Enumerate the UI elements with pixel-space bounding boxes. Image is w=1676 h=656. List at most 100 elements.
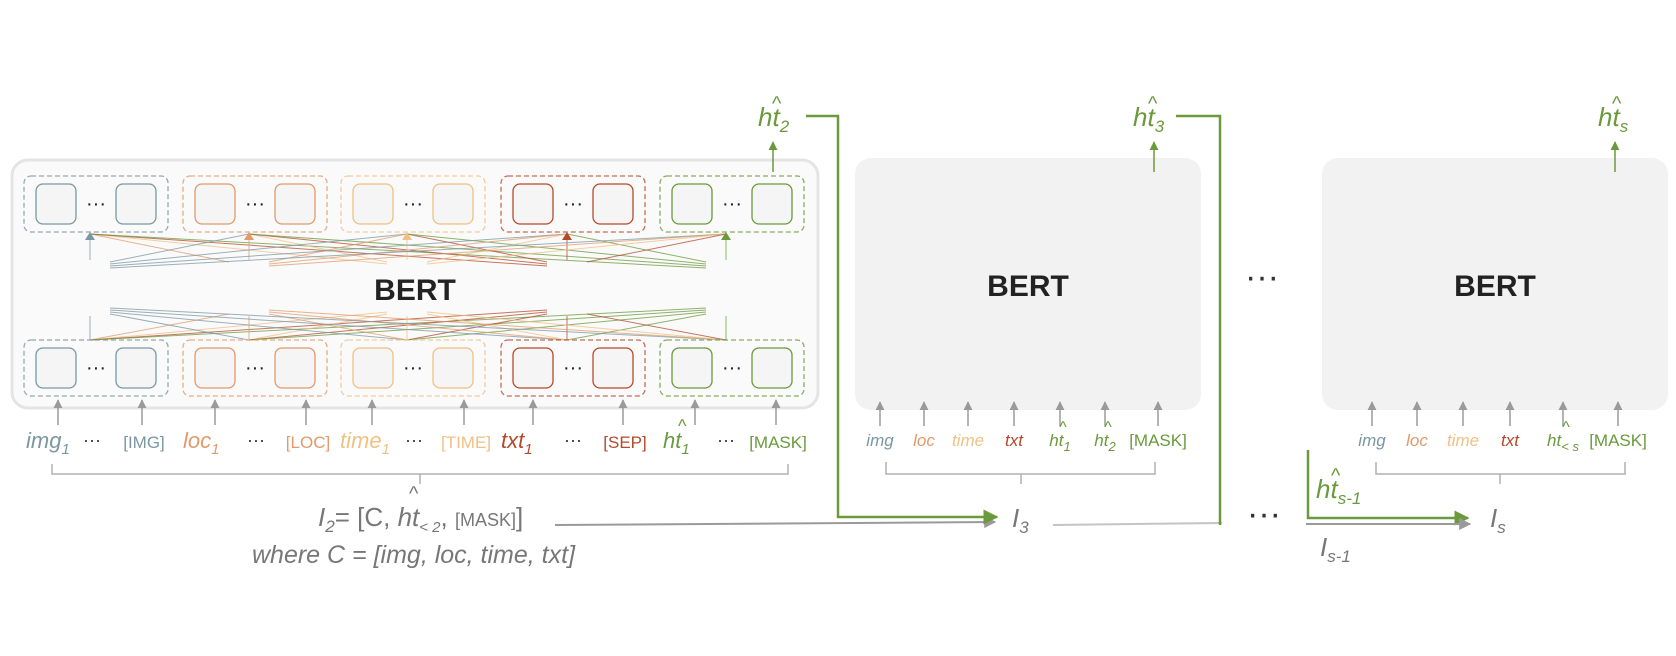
attention-line — [89, 233, 230, 263]
feedback-arrow-ht-3 — [1176, 114, 1222, 525]
input-token: [MASK] — [1129, 401, 1187, 450]
embedding-cell — [115, 347, 157, 389]
txt-input-token: txt1 ··· [SEP] — [501, 399, 647, 458]
svg-text:hts: hts — [1598, 102, 1629, 136]
input-formula: I2= [C, ht< 2, [MASK]] ^ where C = [img,… — [252, 483, 576, 569]
middle-ellipsis: ··· — [1245, 258, 1279, 296]
ht-special-token: [MASK] — [749, 433, 807, 452]
loc-output-group: ··· — [182, 175, 328, 233]
output-ht-2: ht2 ^ — [758, 93, 790, 136]
attention-line — [109, 233, 408, 265]
embedding-cell — [512, 183, 554, 225]
ellipsis: ··· — [722, 357, 742, 379]
attention-line — [248, 311, 548, 341]
svg-text:hts-1: hts-1 — [1316, 474, 1361, 508]
time-input-token: time1 ··· [TIME] — [340, 399, 491, 458]
embedding-cell — [432, 347, 474, 389]
input-label-i-s: Is — [1490, 503, 1506, 537]
img-input-token: img1 ··· [IMG] — [26, 399, 165, 458]
output-ht-s: hts ^ — [1598, 93, 1629, 136]
attention-line — [109, 313, 250, 341]
ellipsis: ··· — [86, 357, 106, 379]
ellipsis: ··· — [245, 357, 265, 379]
ellipsis: ··· — [717, 430, 735, 450]
input-token: time — [1447, 401, 1479, 450]
attention-line — [109, 311, 408, 341]
attention-line — [248, 313, 388, 341]
hat-mark: ^ — [772, 93, 782, 115]
attention-line — [586, 233, 727, 263]
ellipsis: ··· — [83, 430, 101, 450]
input-arrow-to-block-2 — [554, 516, 997, 529]
embedding-cell — [432, 183, 474, 225]
bert-block-1: ··· ··· ··· ··· ··· ··· ··· ··· ··· ··· BERT ht2 … — [10, 93, 820, 569]
attention-arrowhead — [244, 232, 254, 240]
loc-input-group: ··· — [182, 339, 328, 397]
time-token-label: time1 — [340, 428, 390, 458]
input-brace — [51, 464, 789, 484]
group-border — [23, 175, 169, 233]
group-border — [500, 175, 646, 233]
group-border — [182, 175, 328, 233]
input-token: ht< s^ — [1547, 401, 1579, 454]
loc-token-label: loc1 — [183, 428, 219, 458]
token-label: loc — [913, 431, 935, 450]
hat-mark: ^ — [409, 483, 419, 505]
input-token: loc — [913, 401, 935, 450]
attention-line — [248, 233, 707, 267]
attention-line — [268, 313, 408, 341]
hat-mark: ^ — [1331, 465, 1341, 487]
input-token: img — [866, 401, 894, 450]
input-brace — [885, 462, 1156, 484]
bert-3-panel — [1322, 158, 1668, 410]
embedding-cell — [671, 183, 713, 225]
attention-line — [566, 313, 707, 341]
token-label: [MASK] — [1589, 431, 1647, 450]
attention-arrowhead — [85, 232, 95, 240]
bert-3-label: BERT — [1454, 270, 1536, 303]
token-label: img — [866, 431, 894, 450]
attention-line — [89, 233, 388, 265]
input-brace — [1375, 462, 1626, 484]
ellipsis: ··· — [403, 193, 423, 215]
txt-output-group: ··· — [500, 175, 646, 233]
attention-line — [426, 233, 727, 265]
input-tokens: img loc time txt ht< s^ [MASK] — [1358, 401, 1647, 454]
svg-text:Is-1: Is-1 — [1320, 532, 1351, 566]
svg-text:ht3: ht3 — [1133, 102, 1165, 136]
attention-line — [426, 313, 568, 341]
input-token: ht2^ — [1094, 401, 1116, 454]
attention-line — [89, 313, 230, 341]
attention-line — [268, 233, 568, 265]
bert-block-3: BERT hts ^ img loc time txt ht< s^[MASK] hts… — [1306, 93, 1668, 566]
attention-line — [109, 233, 727, 269]
attention-line — [89, 309, 548, 341]
embedding-cell — [274, 183, 316, 225]
svg-text:where C = [img, loc, time, txt: where C = [img, loc, time, txt] — [252, 541, 576, 569]
group-border — [340, 339, 486, 397]
token-label: txt — [1501, 431, 1520, 450]
ht-output-group: ··· — [659, 175, 805, 233]
group-border — [659, 339, 805, 397]
attention-line — [109, 233, 568, 267]
output-ht-3: ht3 ^ — [1133, 93, 1165, 136]
bert-block-2: BERT ht3 ^ img loc time txt ht1^ht2^[MASK] I… — [855, 93, 1201, 537]
svg-text:I2= [C, ht< 2, [MASK]]: I2= [C, ht< 2, [MASK]] — [318, 502, 523, 536]
time-special-token: [TIME] — [441, 433, 491, 452]
input-tokens: img1 ··· [IMG] loc1 ··· [LOC] time1 ··· [TIME] tx… — [26, 399, 807, 458]
input-label-i-3: I3 — [1012, 503, 1029, 537]
token-label: ht2 — [1094, 431, 1116, 454]
token-label: ht1 — [1049, 431, 1070, 454]
ellipsis: ··· — [563, 357, 583, 379]
token-label: ht< s — [1547, 431, 1579, 454]
feedback-arrow-ht-2 — [806, 114, 999, 525]
embedding-cell — [592, 347, 634, 389]
embedding-cell — [35, 183, 77, 225]
ellipsis: ··· — [403, 357, 423, 379]
token-label: img — [1358, 431, 1386, 450]
img-token-label: img1 — [26, 428, 70, 458]
svg-text:ht2: ht2 — [758, 102, 790, 136]
embedding-cell — [592, 183, 634, 225]
input-token: [MASK] — [1589, 401, 1647, 450]
ellipsis: ··· — [245, 193, 265, 215]
